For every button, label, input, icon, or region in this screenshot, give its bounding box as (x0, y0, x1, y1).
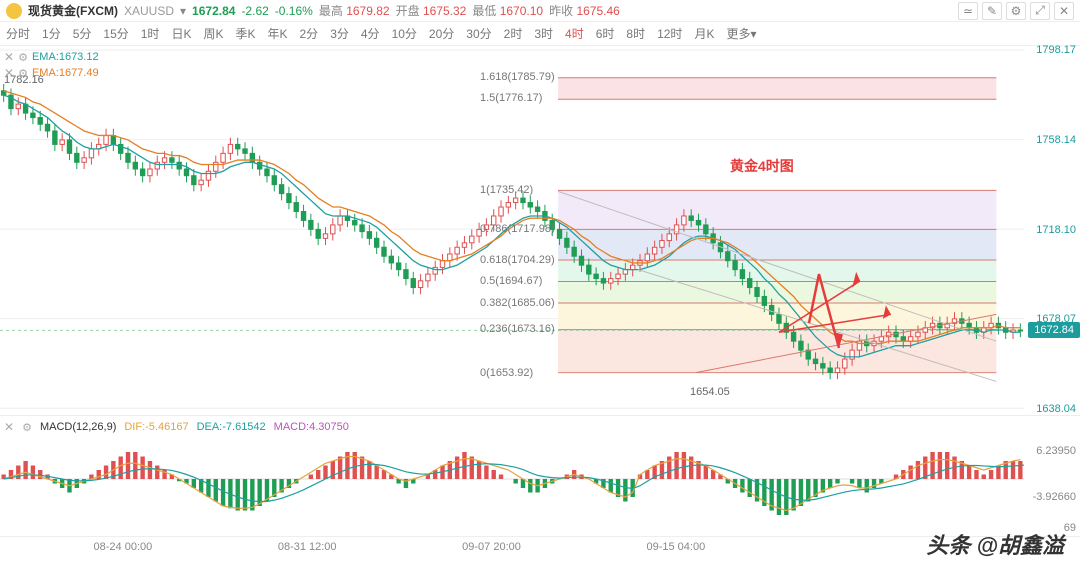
ohlc-high: 最高 1679.82 (319, 2, 390, 19)
timeframe-日K[interactable]: 日K (171, 25, 191, 42)
timeframe-8时[interactable]: 8时 (626, 25, 645, 42)
timeframe-10分[interactable]: 10分 (392, 25, 417, 42)
timeframe-20分[interactable]: 20分 (429, 25, 454, 42)
symbol-name: 现货黄金(FXCM) (28, 2, 118, 19)
macd-corner-value: 69 (1064, 522, 1076, 534)
current-price-tag: 1672.84 (1028, 322, 1080, 338)
y-tick: 1718.10 (1036, 224, 1076, 236)
timeframe-分时[interactable]: 分时 (6, 25, 30, 42)
fib-level: 1(1735.42) (480, 184, 533, 196)
timeframe-4时[interactable]: 4时 (565, 25, 584, 42)
price-y-axis: 1798.171758.141718.101678.071638.041672.… (1024, 46, 1080, 415)
price-change: -2.62 (241, 4, 268, 18)
open-value: 1675.32 (423, 4, 466, 18)
prev-label: 昨收 (549, 4, 573, 18)
ohlc-open: 开盘 1675.32 (396, 2, 467, 19)
x-tick: 08-31 12:00 (278, 541, 337, 553)
price-chart-area[interactable]: ✕ ⚙ EMA:1673.12 ✕ ⚙ EMA:1677.49 1782.16 … (0, 46, 1080, 416)
timeframe-季K[interactable]: 季K (235, 25, 255, 42)
fib-level: 0(1653.92) (480, 367, 533, 379)
indicator-button[interactable]: ≃ (958, 2, 978, 20)
symbol-dropdown-icon[interactable]: ▾ (180, 4, 186, 18)
timeframe-row: 分时 1分 5分 15分 1时日K 周K 季K 年K 2分 3分 4分 10分 20分 30分 2时 3时 4时… (0, 22, 1080, 46)
macd-area[interactable]: ✕ ⚙ MACD(12,26,9) DIF:-5.46167 DEA:-7.61… (0, 416, 1080, 536)
y-tick: 1638.04 (1036, 403, 1076, 415)
timeframe-3分[interactable]: 3分 (330, 25, 349, 42)
symbol-ticker: XAUUSD (124, 4, 174, 18)
timeframe-月K[interactable]: 月K (694, 25, 714, 42)
timeframe-5分[interactable]: 5分 (73, 25, 92, 42)
timeframe-12时[interactable]: 12时 (657, 25, 682, 42)
timeframe-1时[interactable]: 1时 (141, 25, 160, 42)
fib-level: 1.618(1785.79) (480, 71, 555, 83)
open-label: 开盘 (396, 4, 420, 18)
timeframe-2时[interactable]: 2时 (504, 25, 523, 42)
ohlc-low: 最低 1670.10 (472, 2, 543, 19)
symbol-header: 现货黄金(FXCM) XAUUSD ▾ 1672.84 -2.62 -0.16%… (0, 0, 1080, 22)
prev-value: 1675.46 (576, 4, 619, 18)
ohlc-prev: 昨收 1675.46 (549, 2, 620, 19)
timeframe-15分[interactable]: 15分 (103, 25, 128, 42)
high-label: 最高 (319, 4, 343, 18)
settings-button[interactable]: ⚙ (1006, 2, 1026, 20)
chart-overlay-title: 黄金4时图 (730, 156, 794, 176)
price-change-pct: -0.16% (275, 4, 313, 18)
macd-y-axis: 6.23950 -3.92660 69 (1024, 416, 1080, 536)
x-tick: 08-24 00:00 (94, 541, 153, 553)
low-label: 最低 (472, 4, 496, 18)
gold-icon (6, 3, 22, 19)
fib-level: 0.382(1685.06) (480, 297, 555, 309)
watermark: 头条 @胡鑫溢 (926, 528, 1064, 560)
high-value: 1679.82 (346, 4, 389, 18)
y-tick: 1798.17 (1036, 44, 1076, 56)
x-axis: 08-24 00:00 08-31 12:00 09-07 20:00 09-15 0… (0, 536, 1080, 560)
fib-level: 0.618(1704.29) (480, 254, 555, 266)
macd-y-tick: 6.23950 (1036, 445, 1076, 457)
timeframe-更多[interactable]: 更多▾ (726, 25, 756, 42)
timeframe-3时[interactable]: 3时 (534, 25, 553, 42)
timeframe-30分[interactable]: 30分 (466, 25, 491, 42)
timeframe-年K[interactable]: 年K (267, 25, 287, 42)
timeframe-周K[interactable]: 周K (203, 25, 223, 42)
fib-level: 0.5(1694.67) (480, 275, 542, 287)
timeframe-2分[interactable]: 2分 (300, 25, 319, 42)
fib-level: 0.236(1673.16) (480, 323, 555, 335)
timeframe-6时[interactable]: 6时 (596, 25, 615, 42)
close-button[interactable]: ✕ (1054, 2, 1074, 20)
fib-level: 0.786(1717.98) (480, 223, 555, 235)
timeframe-1分[interactable]: 1分 (42, 25, 61, 42)
last-price: 1672.84 (192, 4, 235, 18)
x-tick: 09-07 20:00 (462, 541, 521, 553)
draw-button[interactable]: ✎ (982, 2, 1002, 20)
x-tick: 09-15 04:00 (646, 541, 705, 553)
low-annotation: 1654.05 (690, 386, 730, 398)
fullscreen-button[interactable]: ⤢ (1030, 2, 1050, 20)
y-tick: 1758.14 (1036, 134, 1076, 146)
low-value: 1670.10 (500, 4, 543, 18)
fib-level: 1.5(1776.17) (480, 92, 542, 104)
header-toolbar: ≃ ✎ ⚙ ⤢ ✕ (958, 2, 1074, 20)
timeframe-4分[interactable]: 4分 (361, 25, 380, 42)
macd-y-tick: -3.92660 (1033, 491, 1076, 503)
